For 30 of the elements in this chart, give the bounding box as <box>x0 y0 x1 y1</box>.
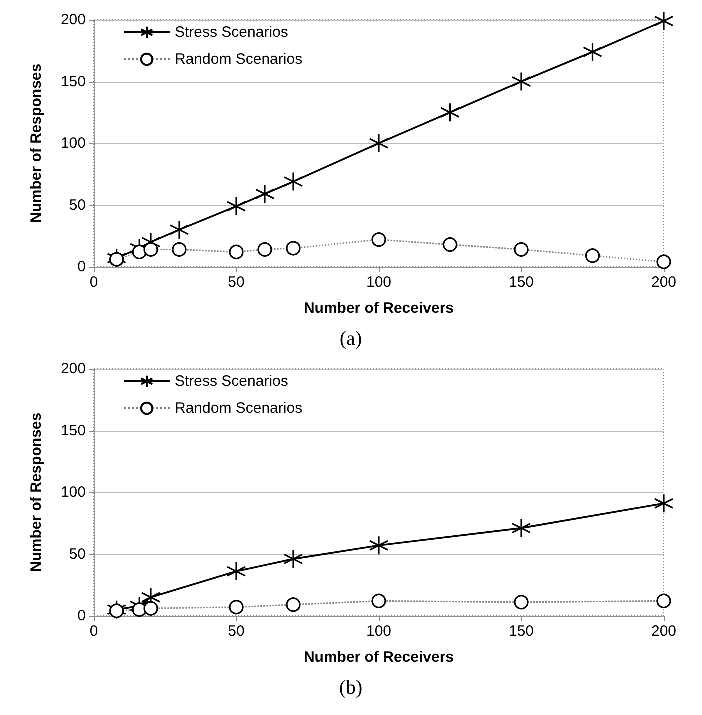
y-tick-label: 50 <box>69 546 86 563</box>
y-axis-title: Number of Responses <box>28 64 45 224</box>
x-tick-label: 150 <box>508 274 534 291</box>
x-axis-title: Number of Receivers <box>304 649 454 666</box>
y-tick-label: 100 <box>60 135 86 152</box>
x-axis-title: Number of Receivers <box>304 300 454 317</box>
y-tick-label: 150 <box>60 422 86 440</box>
x-tick-label: 200 <box>651 623 677 640</box>
x-tick-label: 0 <box>90 623 98 640</box>
y-tick-label: 0 <box>78 608 86 624</box>
x-tick-label: 150 <box>508 623 534 640</box>
legend-label: Random Scenarios <box>175 51 303 68</box>
y-tick-label: 150 <box>60 73 86 90</box>
text: (a) <box>340 328 362 350</box>
text: (b) <box>339 677 363 699</box>
y-tick-label: 200 <box>60 12 86 28</box>
y-tick-label: 100 <box>60 484 86 501</box>
x-tick-label: 50 <box>228 623 245 640</box>
x-tick-label: 50 <box>228 274 245 291</box>
y-tick-label: 0 <box>78 258 86 276</box>
x-tick-label: 0 <box>90 274 98 291</box>
x-tick-label: 200 <box>651 274 677 291</box>
y-tick-label: 200 <box>60 360 86 378</box>
y-tick-label: 50 <box>69 196 86 214</box>
legend-label: Stress Scenarios <box>175 373 288 390</box>
y-axis-title: Number of Responses <box>28 412 45 572</box>
legend-label: Random Scenarios <box>175 400 303 417</box>
legend-label: Stress Scenarios <box>175 24 288 41</box>
x-tick-label: 100 <box>366 274 392 291</box>
x-tick-label: 100 <box>366 623 392 640</box>
